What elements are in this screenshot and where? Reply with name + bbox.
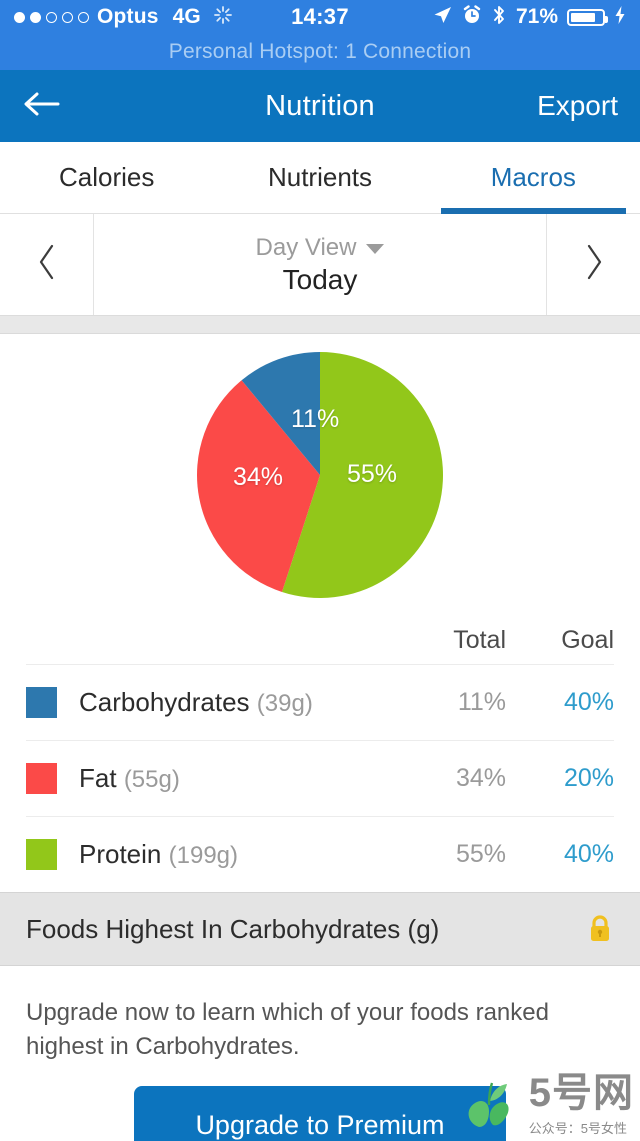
column-header-goal: Goal	[561, 625, 614, 654]
tab-bar: Calories Nutrients Macros	[0, 142, 640, 214]
tab-nutrients[interactable]: Nutrients	[267, 162, 373, 192]
day-view-dropdown[interactable]: Day View Today	[94, 214, 546, 315]
pie-slice-fat	[197, 380, 320, 592]
status-bar-row: Optus 4G 14:37	[0, 0, 640, 34]
tab-calories[interactable]: Calories	[58, 162, 155, 192]
carrier-name: Optus	[97, 5, 159, 28]
charging-bolt-icon	[614, 5, 626, 30]
value-goal-protein[interactable]: 40%	[563, 840, 614, 868]
color-swatch-protein	[26, 839, 57, 870]
lock-icon	[586, 913, 614, 945]
location-arrow-icon	[431, 4, 453, 31]
status-bar-left: Optus 4G	[14, 5, 233, 30]
page-title: Nutrition	[265, 89, 375, 122]
value-goal-carbohydrates[interactable]: 40%	[563, 688, 614, 716]
macros-pie-chart: 55% 34% 11%	[0, 334, 640, 616]
status-bar: Optus 4G 14:37	[0, 0, 640, 70]
legend-nutrient-name: Fat	[79, 763, 117, 793]
day-view-label: Day View	[255, 233, 357, 261]
legend-label-fat: Fat (55g)	[79, 763, 398, 794]
upgrade-description: Upgrade now to learn which of your foods…	[26, 999, 549, 1061]
pie-label-fat: 34%	[233, 463, 284, 491]
status-bar-clock: 14:37	[291, 4, 349, 29]
table-row[interactable]: Carbohydrates (39g) 11% 40%	[26, 664, 614, 740]
selected-day-label: Today	[282, 263, 358, 295]
back-button[interactable]	[22, 90, 66, 123]
bluetooth-icon	[491, 4, 507, 31]
color-swatch-fat	[26, 763, 57, 794]
caret-down-icon	[366, 244, 385, 254]
signal-strength-icon	[14, 11, 89, 23]
legend-column-headers: Total Goal	[26, 616, 614, 664]
table-row[interactable]: Protein (199g) 55% 40%	[26, 816, 614, 892]
export-button[interactable]: Export	[537, 90, 618, 121]
battery-percent: 71%	[515, 5, 558, 28]
legend-nutrient-name: Carbohydrates	[79, 687, 250, 717]
chevron-right-icon	[583, 243, 605, 286]
upgrade-button-container: Upgrade to Premium	[0, 1064, 640, 1141]
chevron-left-icon	[36, 243, 58, 286]
legend-nutrient-name: Protein	[79, 839, 162, 869]
value-total-fat: 34%	[455, 764, 506, 792]
table-row[interactable]: Fat (55g) 34% 20%	[26, 740, 614, 816]
battery-icon	[567, 8, 608, 26]
personal-hotspot-banner[interactable]: Personal Hotspot: 1 Connection	[168, 40, 472, 63]
next-day-button[interactable]	[546, 214, 640, 315]
legend-nutrient-grams: (39g)	[256, 690, 313, 717]
day-view-row: Day View	[256, 234, 385, 262]
upgrade-to-premium-button[interactable]: Upgrade to Premium	[134, 1086, 506, 1141]
locked-section-title: Foods Highest In Carbohydrates (g)	[26, 913, 440, 944]
network-mode: 4G	[172, 5, 201, 28]
date-selector: Day View Today	[0, 214, 640, 316]
pie-label-carbohydrates: 11%	[291, 405, 340, 433]
macros-legend-table: Total Goal Carbohydrates (39g) 11% 40% F…	[0, 616, 640, 892]
navigation-bar: Nutrition Export	[0, 70, 640, 142]
pie-chart-graphic: 55% 34% 11%	[195, 350, 445, 600]
section-divider	[0, 316, 640, 334]
value-total-carbohydrates: 11%	[457, 688, 506, 716]
pie-slice-carbohydrates	[241, 352, 320, 475]
locked-section-header[interactable]: Foods Highest In Carbohydrates (g)	[0, 892, 640, 966]
legend-label-carbohydrates: Carbohydrates (39g)	[79, 687, 398, 718]
legend-nutrient-grams: (55g)	[123, 766, 180, 793]
pie-label-protein: 55%	[347, 460, 398, 488]
activity-spinner-icon	[213, 5, 233, 30]
legend-nutrient-grams: (199g)	[168, 842, 238, 869]
value-goal-fat[interactable]: 20%	[563, 764, 614, 792]
previous-day-button[interactable]	[0, 214, 94, 315]
pie-svg	[197, 352, 443, 598]
alarm-clock-icon	[462, 4, 482, 30]
value-total-protein: 55%	[455, 840, 506, 868]
status-bar-right: 71%	[431, 4, 626, 31]
back-arrow-icon	[22, 90, 62, 123]
color-swatch-carbohydrates	[26, 687, 57, 718]
legend-label-protein: Protein (199g)	[79, 839, 398, 870]
tab-macros[interactable]: Macros	[427, 142, 640, 214]
pie-slice-protein	[281, 352, 443, 598]
column-header-total: Total	[453, 625, 506, 654]
